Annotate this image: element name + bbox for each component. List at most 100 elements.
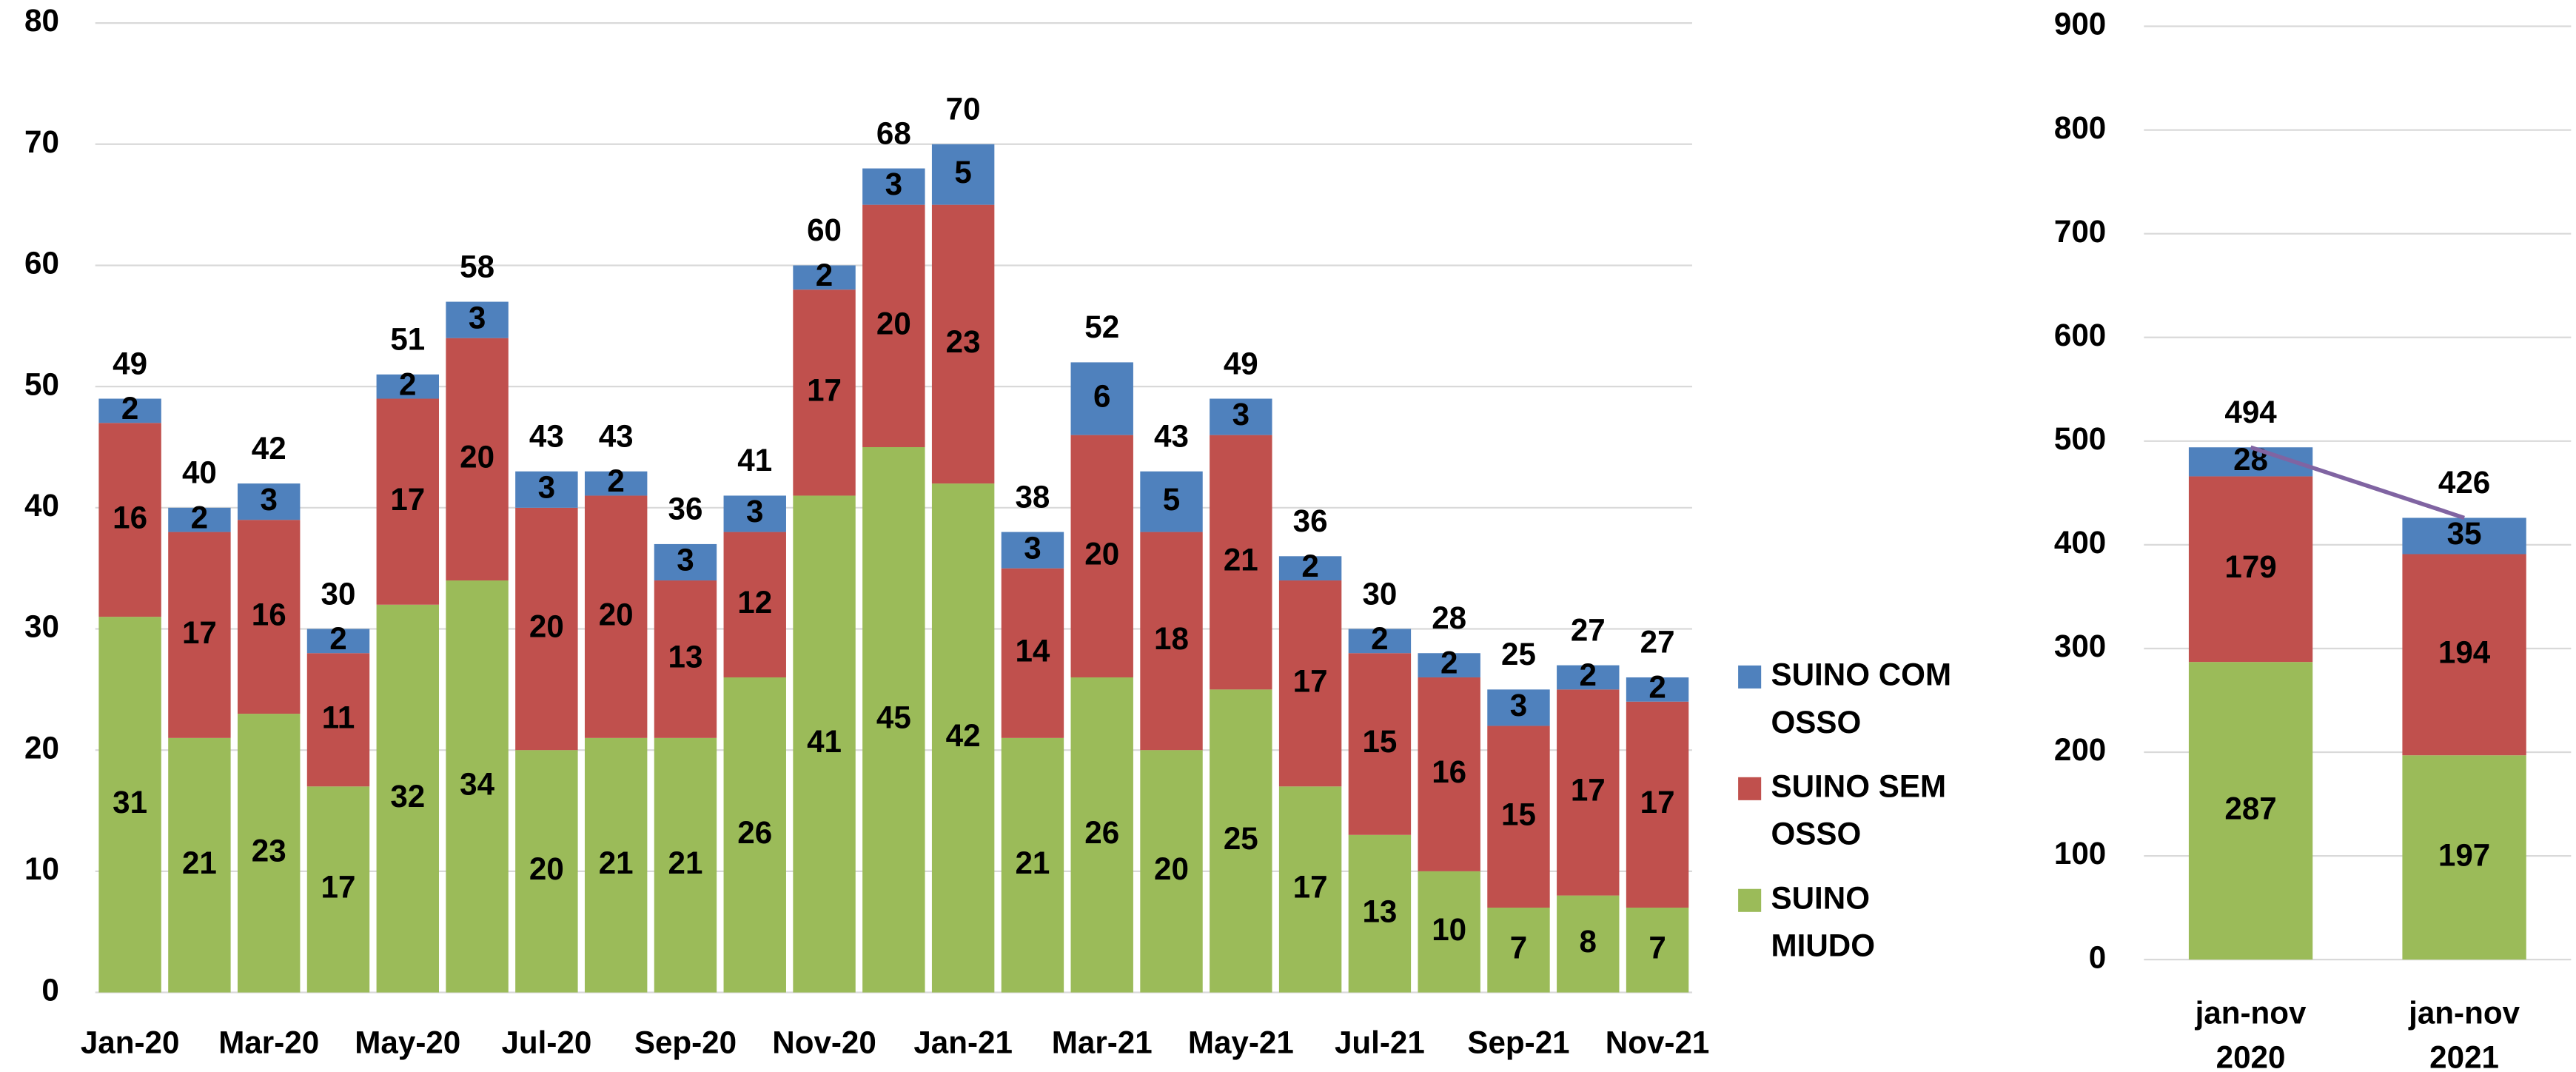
total-label: 68: [876, 115, 911, 150]
y-tick-label: 70: [24, 124, 59, 159]
data-label: 5: [954, 155, 971, 190]
total-label: 30: [321, 576, 356, 611]
x-tick-label: Jul-20: [501, 1025, 591, 1060]
bar-segment: [654, 737, 717, 993]
x-tick-label: Jan-21: [913, 1025, 1013, 1060]
legend-label: SUINO SEM OSSO: [1771, 768, 1947, 851]
data-label: 23: [252, 833, 286, 868]
bar-segment: [1001, 568, 1064, 738]
x-tick-label: May-20: [355, 1025, 460, 1060]
total-label: 52: [1084, 309, 1119, 344]
x-tick-label: jan-nov 2020: [2195, 996, 2307, 1072]
x-tick-label: Sep-21: [1467, 1025, 1569, 1060]
bar-segment: [654, 580, 717, 738]
bar-segment: [2188, 476, 2313, 663]
bar-segment: [1140, 750, 1203, 993]
bar-segment: [1140, 471, 1203, 532]
y-tick-label: 80: [24, 3, 59, 38]
data-label: 2: [191, 500, 208, 535]
bar-segment: [931, 483, 995, 993]
bar-segment: [515, 750, 578, 993]
data-label: 20: [529, 851, 564, 886]
data-label: 20: [876, 306, 911, 341]
data-label: 21: [1015, 845, 1050, 880]
bar-segment: [654, 543, 717, 581]
bar-segment: [238, 714, 301, 993]
bar-segment: [1418, 653, 1480, 677]
data-label: 8: [1580, 924, 1597, 959]
data-label: 17: [390, 482, 425, 517]
bar-segment: [862, 168, 925, 205]
data-label: 3: [1232, 397, 1250, 432]
data-label: 3: [469, 300, 486, 335]
data-label: 17: [1571, 773, 1606, 808]
bar-segment: [1070, 677, 1133, 993]
bar-segment: [1348, 834, 1412, 993]
data-label: 2: [329, 621, 346, 656]
bar-segment: [862, 204, 925, 447]
bar-segment: [1626, 907, 1689, 993]
total-label: 28: [1432, 600, 1466, 635]
bar-segment: [723, 495, 786, 532]
data-label: 2: [1440, 646, 1458, 680]
data-label: 3: [1024, 530, 1041, 565]
data-label: 16: [1432, 754, 1466, 789]
x-tick-label: May-21: [1188, 1025, 1294, 1060]
total-label: 60: [807, 212, 842, 247]
y-tick-label: 800: [2054, 110, 2106, 145]
x-tick-label: Jan-20: [81, 1025, 180, 1060]
bar-segment: [1418, 677, 1480, 871]
bar-segment: [1626, 701, 1689, 908]
bar-segment: [2188, 662, 2313, 960]
bar-segment: [306, 653, 370, 787]
total-label: 58: [460, 249, 494, 284]
total-label: 43: [529, 418, 564, 453]
data-label: 31: [113, 785, 147, 820]
data-label: 2: [607, 463, 624, 498]
data-label: 21: [668, 845, 703, 880]
bar-segment: [238, 483, 301, 520]
total-label: 25: [1501, 637, 1536, 671]
bar-segment: [1487, 907, 1550, 993]
data-label: 26: [1084, 815, 1119, 850]
data-label: 2: [399, 366, 416, 401]
data-label: 17: [1640, 785, 1675, 820]
data-label: 32: [390, 779, 425, 814]
y-tick-label: 500: [2054, 421, 2106, 456]
bar-segment: [1001, 532, 1064, 569]
data-label: 179: [2224, 549, 2276, 584]
bar-segment: [1557, 895, 1620, 993]
data-label: 26: [737, 815, 772, 850]
data-label: 21: [1224, 543, 1258, 577]
bar-segment: [1557, 665, 1620, 690]
y-tick-label: 600: [2054, 318, 2106, 352]
data-label: 20: [1084, 536, 1119, 571]
bar-segment: [1487, 726, 1550, 908]
bar-segment: [2402, 517, 2526, 555]
y-tick-label: 100: [2054, 836, 2106, 871]
data-label: 2: [121, 391, 138, 426]
data-label: 10: [1432, 912, 1466, 947]
bar-segment: [793, 495, 856, 993]
data-label: 41: [807, 724, 842, 759]
y-tick-label: 0: [2089, 939, 2106, 974]
x-tick-label: Sep-20: [634, 1025, 737, 1060]
data-label: 17: [1293, 663, 1328, 698]
total-label: 43: [1154, 418, 1189, 453]
legend-label: SUINO COM OSSO: [1771, 657, 1952, 740]
y-tick-label: 900: [2054, 7, 2106, 41]
bar-segment: [446, 580, 509, 993]
total-label: 40: [182, 455, 217, 490]
bar-segment: [1557, 689, 1620, 896]
y-tick-label: 60: [24, 246, 59, 281]
data-label: 20: [599, 597, 634, 632]
legend-swatch: [1738, 665, 1762, 689]
data-label: 197: [2438, 837, 2490, 872]
bar-segment: [584, 471, 648, 496]
data-label: 15: [1362, 724, 1397, 759]
total-label: 36: [1293, 503, 1328, 538]
bar-segment: [793, 265, 856, 290]
legend-label: SUINO MIUDO: [1771, 880, 1876, 962]
y-tick-label: 20: [24, 730, 59, 765]
data-label: 5: [1163, 482, 1180, 517]
